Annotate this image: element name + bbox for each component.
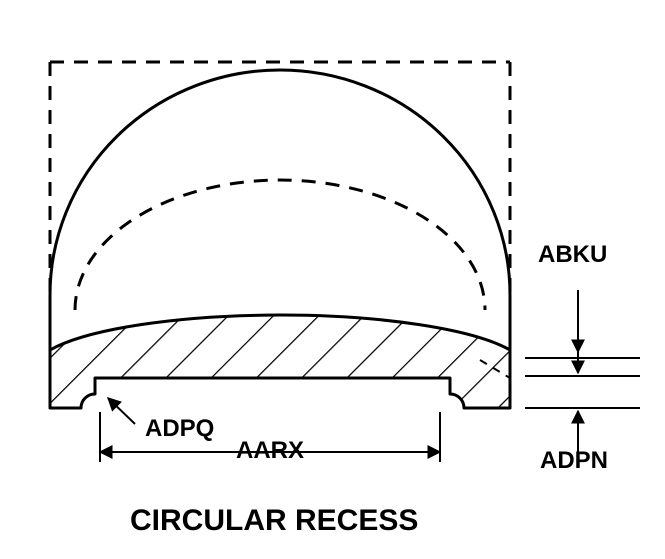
outer-dome — [50, 70, 510, 295]
abku-label: ABKU — [538, 241, 607, 268]
adpq-leader — [108, 398, 135, 424]
adpn-label: ADPN — [540, 447, 608, 474]
figure-title: CIRCULAR RECESS — [130, 504, 418, 537]
adpq-label: ADPQ — [145, 415, 214, 442]
aarx-label: AARX — [236, 437, 304, 464]
inner-dome-dashed — [75, 180, 485, 310]
